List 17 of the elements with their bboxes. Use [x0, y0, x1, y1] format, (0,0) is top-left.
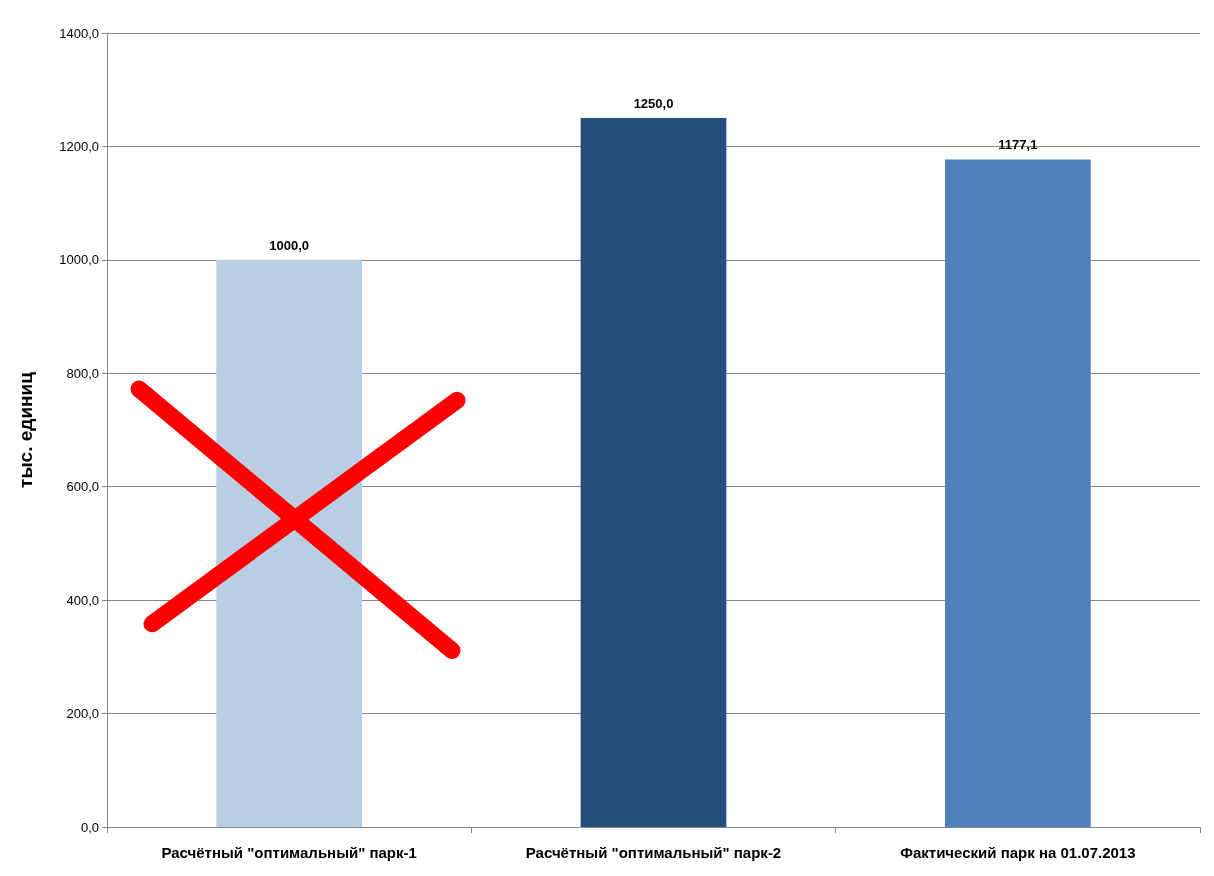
x-tick-label: Фактический парк на 01.07.2013 [900, 844, 1136, 861]
y-tick-label: 0,0 [80, 819, 99, 835]
data-label: 1177,1 [998, 137, 1038, 153]
y-tick-label: 200,0 [66, 706, 99, 722]
y-tick-label: 600,0 [66, 479, 99, 495]
y-tick-label: 1400,0 [59, 25, 99, 41]
data-label: 1250,0 [633, 96, 674, 112]
y-axis-title: тыс. единиц [15, 371, 36, 488]
x-tick-label: Расчётный "оптимальный" парк-1 [161, 844, 417, 861]
y-tick-label: 400,0 [66, 592, 99, 608]
bar [944, 159, 1091, 827]
x-tick-label: Расчётный "оптимальный" парк-2 [525, 844, 782, 861]
bar [580, 118, 727, 827]
y-tick-label: 1200,0 [59, 138, 99, 154]
data-label: 1000,0 [269, 237, 310, 253]
y-tick-label: 1000,0 [59, 252, 99, 268]
y-tick-label: 800,0 [66, 365, 99, 381]
